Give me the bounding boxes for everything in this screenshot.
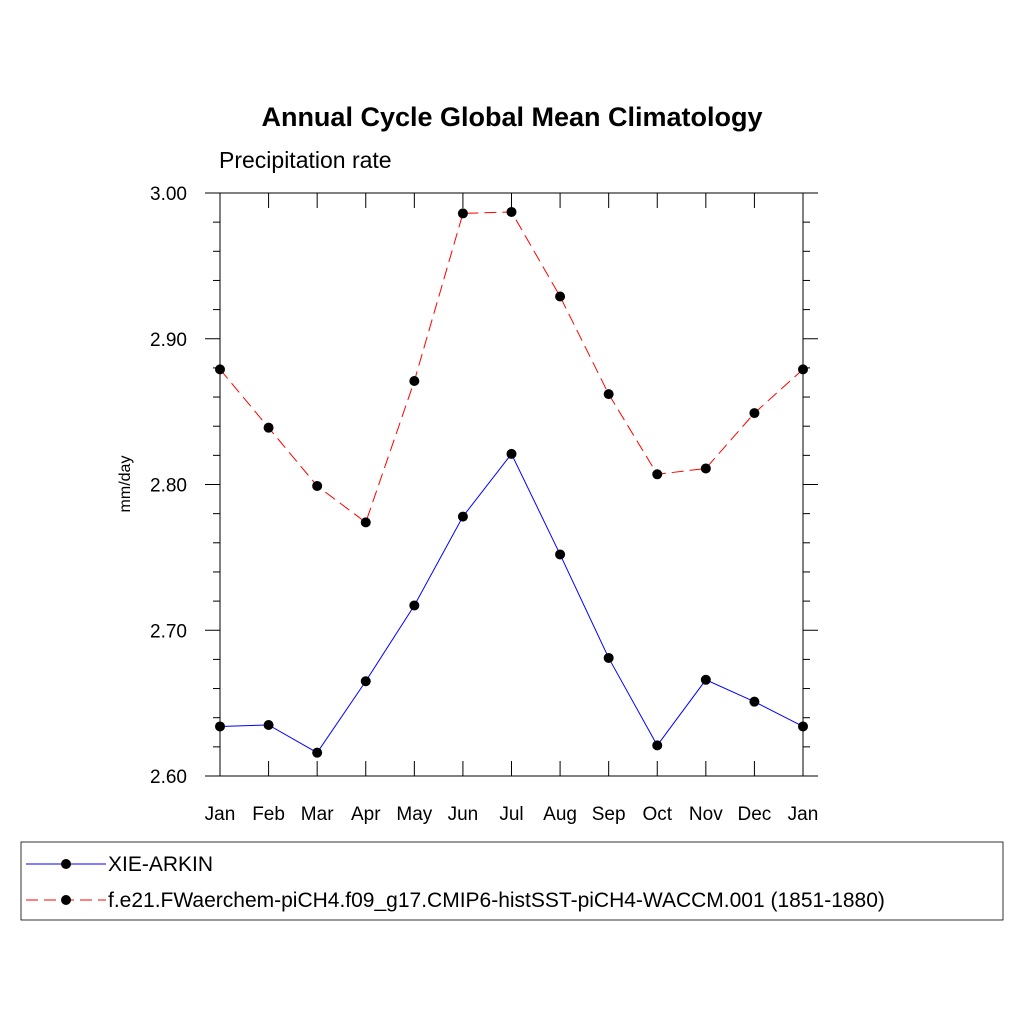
- data-point: [457, 208, 468, 219]
- data-point: [457, 511, 468, 522]
- data-point: [360, 676, 371, 687]
- y-tick-label: 2.70: [150, 621, 187, 642]
- data-point: [215, 364, 225, 375]
- x-tick-label: Nov: [689, 804, 723, 825]
- data-point: [652, 469, 663, 480]
- series-layer: [215, 206, 808, 758]
- x-tick-label: Jan: [788, 804, 819, 825]
- x-tick-label: Jul: [499, 804, 523, 825]
- data-point: [749, 696, 760, 707]
- series-2: [215, 206, 808, 528]
- legend-entry: f.e21.FWaerchem-piCH4.f09_g17.CMIP6-hist…: [26, 889, 885, 912]
- x-tick-label: Oct: [642, 804, 672, 825]
- data-point: [652, 740, 663, 751]
- y-axis-label: mm/day: [117, 456, 134, 513]
- chart-title: Annual Cycle Global Mean Climatology: [261, 102, 762, 132]
- x-tick-label: Jun: [448, 804, 479, 825]
- legend-marker: [61, 895, 71, 905]
- x-tick-label: Jan: [205, 804, 236, 825]
- data-point: [603, 652, 614, 663]
- data-point: [312, 480, 323, 491]
- legend-label: XIE-ARKIN: [108, 853, 213, 876]
- legend-label: f.e21.FWaerchem-piCH4.f09_g17.CMIP6-hist…: [108, 889, 885, 912]
- y-tick-label: 3.00: [150, 184, 187, 205]
- legend: XIE-ARKIN f.e21.FWaerchem-piCH4.f09_g17.C…: [20, 841, 1004, 921]
- data-point: [409, 376, 420, 387]
- chart-subtitle: Precipitation rate: [219, 147, 392, 173]
- data-point: [700, 463, 711, 474]
- x-tick-label: Sep: [592, 804, 626, 825]
- data-point: [506, 206, 517, 217]
- data-point: [700, 674, 711, 685]
- legend-entry: XIE-ARKIN: [26, 853, 213, 876]
- axes: 2.60 2.70 2.80 2.90 3.00 Jan Feb Mar Apr May Jun Ju…: [150, 184, 818, 825]
- data-point: [798, 364, 808, 375]
- series-line: [219, 452, 804, 754]
- data-point: [506, 448, 517, 459]
- data-point: [312, 747, 323, 758]
- x-tick-label: Apr: [351, 804, 381, 825]
- data-point: [263, 422, 274, 433]
- x-tick-label: Feb: [252, 804, 285, 825]
- data-point: [555, 549, 566, 560]
- data-point: [555, 291, 566, 302]
- x-tick-label: May: [396, 804, 432, 825]
- legend-marker: [61, 859, 71, 869]
- x-tick-label: Mar: [301, 804, 334, 825]
- y-tick-label: 2.90: [150, 330, 187, 351]
- data-point: [263, 719, 274, 730]
- legend-box: [20, 841, 1004, 921]
- plot-frame: [219, 192, 804, 777]
- data-point: [409, 600, 420, 611]
- data-point: [215, 721, 225, 732]
- data-point: [749, 408, 760, 419]
- data-point: [798, 721, 808, 732]
- series-line: [219, 211, 804, 524]
- series-1: [215, 448, 808, 758]
- data-point: [360, 517, 371, 528]
- y-tick-label: 2.80: [150, 476, 187, 497]
- x-tick-label: Dec: [738, 804, 772, 825]
- y-tick-label: 2.60: [150, 767, 187, 788]
- data-point: [603, 389, 614, 400]
- x-tick-label: Aug: [543, 804, 577, 825]
